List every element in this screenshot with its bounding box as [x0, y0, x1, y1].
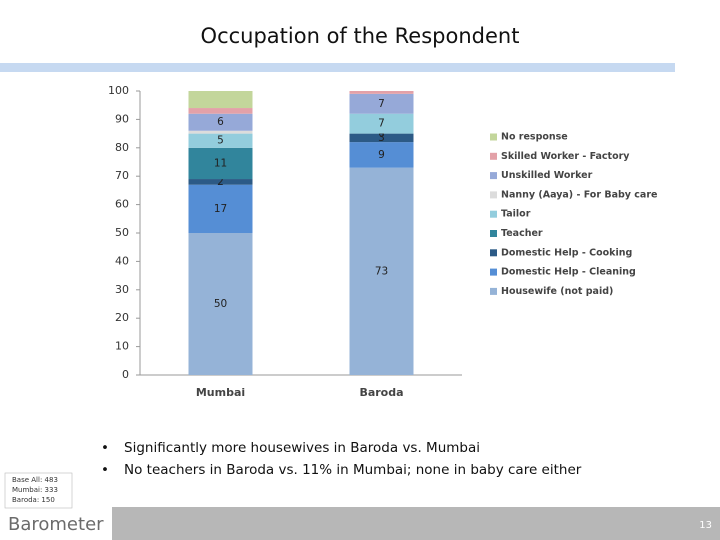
bullet-mark: • [101, 440, 109, 456]
y-tick-label: 60 [115, 198, 129, 211]
y-tick-label: 100 [108, 84, 129, 97]
legend-label: Nanny (Aaya) - For Baby care [501, 189, 657, 200]
bar-segment [188, 108, 253, 114]
legend-swatch [490, 152, 497, 160]
bar-segment [188, 130, 253, 134]
legend-label: Unskilled Worker [501, 170, 593, 181]
data-label: 6 [217, 116, 224, 128]
x-tick-label: Baroda [359, 386, 403, 399]
legend-label: Tailor [501, 209, 531, 220]
bar-segment [349, 93, 414, 114]
bar-segment [188, 233, 253, 375]
bullet-text: Significantly more housewives in Baroda … [124, 440, 480, 456]
bullet-mark: • [101, 462, 109, 478]
x-tick-label: Mumbai [196, 386, 245, 399]
legend-label: Skilled Worker - Factory [501, 151, 630, 162]
bar-segment [349, 91, 414, 94]
data-label: 11 [214, 157, 227, 169]
legend-swatch [490, 249, 497, 257]
data-label: 5 [217, 135, 224, 147]
base-text: Mumbai: 333 [12, 486, 58, 494]
bar-segment [188, 113, 253, 131]
legend-swatch [490, 287, 497, 295]
legend-swatch [490, 133, 497, 141]
legend-label: Teacher [501, 228, 543, 239]
page-number: 13 [699, 520, 712, 531]
legend-swatch [490, 210, 497, 218]
y-tick-label: 30 [115, 283, 129, 296]
data-label: 9 [378, 149, 385, 161]
data-label: 73 [375, 265, 388, 277]
chart-title: Occupation of the Respondent [201, 24, 520, 48]
base-box [4, 472, 73, 509]
legend-swatch [490, 230, 497, 237]
bar-segment [188, 91, 253, 109]
base-text: Baroda: 150 [12, 496, 55, 504]
y-tick-label: 40 [115, 254, 129, 267]
data-label: 2 [217, 176, 224, 188]
bar-segment [349, 167, 414, 375]
bar-segment [349, 113, 414, 134]
legend-label: No response [501, 132, 568, 143]
legend-label: Housewife (not paid) [501, 286, 613, 297]
footer-bar [112, 507, 720, 540]
bar-segment [188, 133, 253, 148]
bullet-text: No teachers in Baroda vs. 11% in Mumbai;… [124, 462, 582, 478]
data-label: 50 [214, 298, 227, 310]
bar-segment [188, 179, 253, 185]
legend-swatch [490, 191, 497, 199]
y-tick-label: 70 [115, 169, 129, 182]
y-tick-label: 10 [115, 340, 129, 353]
legend-label: Domestic Help - Cleaning [501, 267, 636, 278]
bar-segment [349, 133, 414, 143]
legend-swatch [490, 172, 497, 180]
y-tick-label: 50 [115, 226, 129, 239]
bar-segment [188, 184, 253, 233]
base-text: Base All: 483 [12, 476, 58, 484]
y-tick-label: 0 [122, 368, 129, 381]
data-label: 7 [378, 118, 385, 130]
data-label: 17 [214, 203, 227, 215]
y-tick-label: 80 [115, 141, 129, 154]
data-label: 3 [378, 132, 385, 144]
y-tick-label: 90 [115, 112, 129, 125]
bar-segment [349, 142, 414, 168]
legend-label: Domestic Help - Cooking [501, 247, 632, 258]
legend-swatch [490, 268, 497, 276]
data-label: 7 [378, 98, 385, 110]
bar-segment [188, 147, 253, 180]
chart: 0 10 20 30 40 50 60 70 80 90 100 Mumbai 50 17 2 11 5 6 Bar… [108, 84, 657, 399]
title-band [0, 63, 675, 72]
logo: Barometer [8, 514, 104, 535]
y-tick-label: 20 [115, 311, 129, 324]
